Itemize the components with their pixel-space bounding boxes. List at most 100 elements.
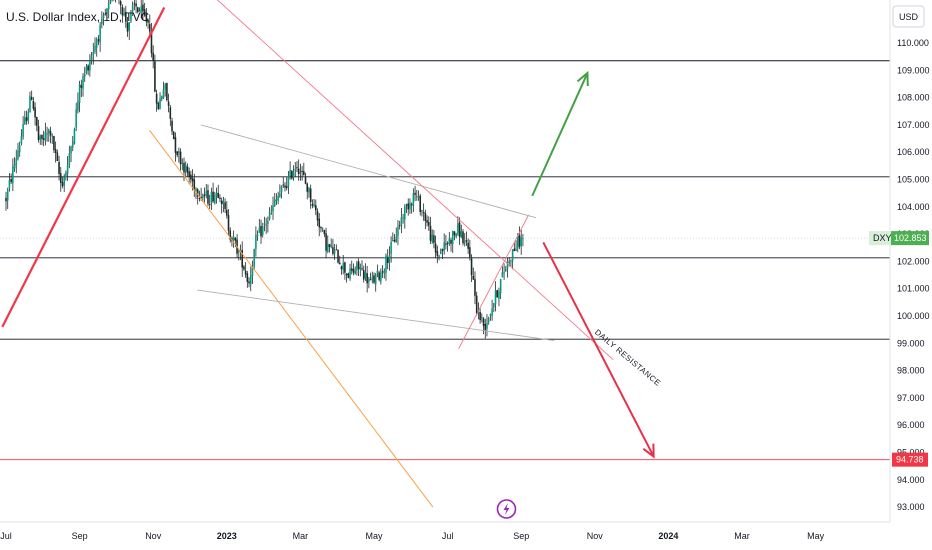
candle-body — [255, 234, 257, 249]
candle-body — [220, 200, 223, 205]
y-tick-label: 110.000 — [897, 38, 929, 48]
candle-body — [479, 312, 481, 321]
candle-body — [273, 200, 276, 207]
trendline — [458, 214, 529, 349]
candle-body — [183, 162, 185, 173]
candle-body — [296, 167, 298, 169]
x-tick-label: Jul — [0, 531, 12, 541]
candle-body — [362, 270, 365, 280]
candle-body — [513, 248, 516, 252]
candle-body — [71, 141, 74, 148]
currency-button-frame[interactable] — [892, 5, 925, 28]
candle-body — [172, 131, 175, 139]
y-tick-label: 99.000 — [897, 338, 925, 348]
y-tick-label: 101.000 — [897, 284, 930, 294]
candle-body — [49, 131, 52, 136]
trendline — [197, 289, 555, 342]
candle-body — [102, 15, 105, 19]
candle-body — [241, 249, 244, 268]
candle-body — [248, 281, 250, 284]
candle-body — [427, 222, 430, 226]
candle-body — [119, 1, 122, 6]
trendline — [216, 0, 614, 361]
candle-body — [164, 83, 166, 90]
candle-body — [496, 290, 499, 298]
candle-body — [34, 107, 36, 118]
candle-body — [311, 203, 314, 206]
candle-body — [481, 317, 483, 319]
candle-body — [463, 242, 466, 244]
candle-body — [356, 263, 358, 271]
candle-body — [243, 266, 245, 270]
candle-body — [44, 132, 47, 141]
candle-body — [83, 73, 86, 77]
y-tick-label: 109.000 — [897, 65, 930, 75]
candle-body — [215, 193, 218, 197]
candle-body — [145, 14, 148, 22]
candle-body — [333, 250, 336, 254]
candle-body — [424, 212, 427, 221]
candle-body — [25, 117, 28, 122]
candle-body — [321, 228, 324, 230]
candle-body — [85, 66, 88, 74]
x-tick-label: May — [807, 531, 825, 541]
candle-body — [12, 166, 14, 184]
candle-body — [308, 188, 310, 193]
candle-body — [386, 257, 389, 263]
candle-body — [90, 56, 93, 61]
arrow-shaft — [531, 72, 589, 197]
arrows — [531, 70, 655, 459]
candle-body — [42, 138, 45, 140]
candle-body — [306, 183, 309, 192]
candle-body — [6, 189, 9, 201]
candle-body — [397, 226, 399, 237]
candle-body — [280, 186, 283, 193]
candle-body — [451, 231, 454, 245]
lightning-icon-bolt[interactable] — [503, 503, 510, 515]
candle-body — [450, 240, 452, 244]
candle-body — [229, 230, 232, 240]
candle-body — [287, 176, 290, 187]
candle-body — [202, 195, 204, 199]
candle-body — [340, 266, 343, 270]
candle-body — [208, 203, 211, 205]
last-price-badge: DXY 102.853 — [869, 231, 929, 246]
candle-body — [352, 268, 355, 273]
candle-body — [191, 178, 194, 182]
candle-body — [174, 137, 177, 153]
lightning-icon[interactable] — [496, 499, 517, 519]
candle-body — [446, 242, 449, 244]
candle-body — [291, 170, 293, 179]
candle-body — [130, 12, 132, 22]
candle-body — [366, 273, 368, 284]
currency-button[interactable]: USD — [892, 5, 925, 28]
candle-body — [176, 151, 178, 156]
candle-body — [493, 303, 495, 308]
candle-body — [506, 260, 509, 269]
candle-body — [297, 168, 300, 174]
candle-body — [347, 273, 350, 279]
candle-body — [227, 215, 230, 231]
candle-body — [95, 41, 98, 48]
candle-body — [477, 311, 480, 314]
candle-body — [303, 171, 305, 176]
candle-body — [222, 200, 225, 204]
candle-body — [251, 267, 254, 277]
x-tick-label: Mar — [734, 531, 750, 541]
candle-body — [484, 324, 487, 331]
candle-body — [431, 234, 433, 242]
candle-body — [448, 238, 451, 244]
candle-body — [518, 235, 521, 247]
candle-body — [354, 270, 356, 275]
candle-body — [138, 10, 141, 12]
y-tick-label: 104.000 — [897, 202, 930, 212]
candle-body — [320, 227, 322, 229]
candle-body — [41, 134, 43, 140]
candle-body — [256, 234, 259, 237]
x-tick-label: Sep — [72, 531, 88, 541]
currency-label[interactable]: USD — [899, 12, 919, 22]
candle-body — [249, 275, 252, 285]
candle-body — [361, 268, 363, 270]
